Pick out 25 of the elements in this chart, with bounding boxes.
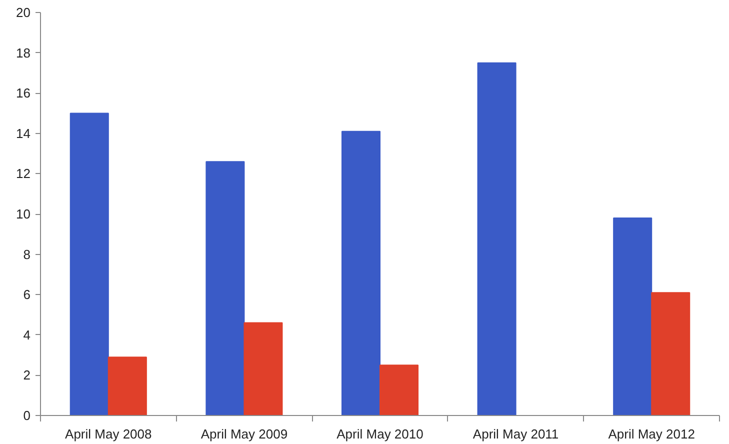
x-tick-label: April May 2011 [472, 426, 559, 442]
y-tick-label: 4 [23, 327, 31, 342]
y-tick-label: 0 [23, 408, 31, 423]
bar [206, 161, 245, 416]
y-tick-label: 14 [16, 126, 31, 141]
y-tick-label: 6 [23, 287, 31, 302]
y-tick-label: 2 [23, 368, 31, 383]
bar [70, 112, 109, 416]
x-tick-label: April May 2008 [65, 426, 152, 442]
x-tick-label: April May 2010 [336, 426, 424, 442]
x-tick-label: April May 2009 [200, 426, 288, 442]
y-tick-label: 10 [16, 206, 31, 222]
bar [244, 322, 283, 416]
bar [108, 356, 147, 416]
bar [651, 292, 690, 416]
x-tick-label: April May 2012 [608, 426, 695, 442]
y-tick-label: 8 [23, 246, 31, 262]
bar [341, 130, 380, 416]
y-tick-label: 16 [16, 86, 31, 101]
bar [380, 364, 419, 416]
y-tick-label: 12 [16, 166, 31, 182]
y-tick-label: 20 [16, 5, 31, 20]
bar [613, 218, 652, 416]
y-tick-label: 18 [16, 45, 31, 60]
bar [477, 62, 516, 416]
